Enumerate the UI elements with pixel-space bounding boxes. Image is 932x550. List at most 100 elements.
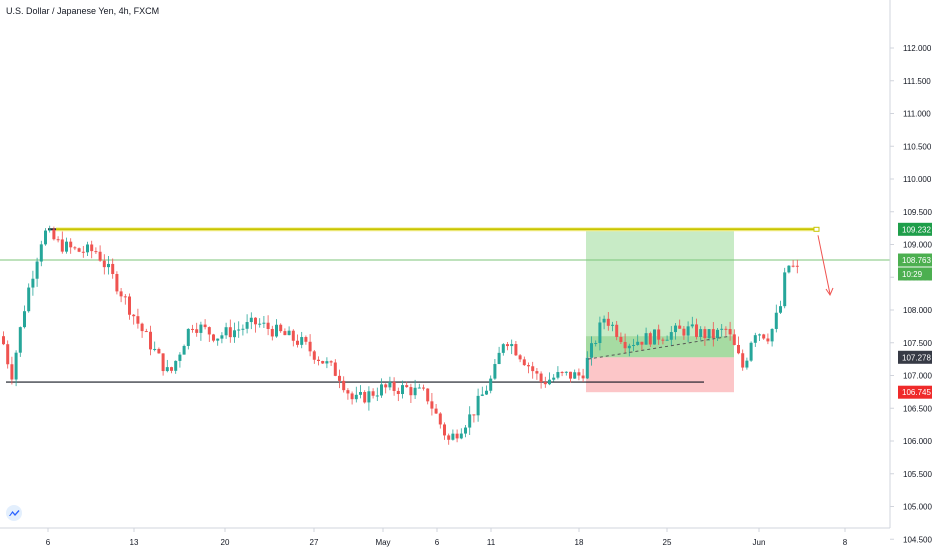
candle-body — [674, 325, 677, 333]
candle — [745, 357, 749, 370]
candle-body — [170, 367, 173, 371]
candle-body — [212, 334, 215, 341]
candle — [182, 344, 186, 355]
candle — [699, 326, 703, 341]
candle-body — [39, 244, 43, 262]
candle — [111, 258, 115, 279]
candle — [795, 259, 799, 274]
candle — [245, 314, 249, 334]
candle-body — [640, 341, 644, 345]
candle — [270, 325, 274, 341]
candle — [39, 240, 43, 267]
candle — [203, 319, 207, 330]
candle-body — [472, 414, 476, 416]
candle-body — [514, 344, 518, 356]
candle-body — [363, 391, 367, 403]
price-tag-label: 106.745 — [902, 388, 931, 397]
candle — [661, 337, 665, 345]
candle — [23, 305, 26, 329]
candle-body — [787, 265, 791, 273]
candle — [426, 388, 430, 405]
candle-body — [262, 322, 266, 324]
candle — [497, 346, 501, 365]
candle — [472, 414, 476, 423]
price-tag — [898, 350, 932, 364]
candle-body — [161, 353, 165, 372]
candle — [732, 329, 736, 346]
candle — [279, 323, 283, 333]
candle — [552, 374, 556, 382]
candle — [569, 371, 572, 383]
candle — [770, 328, 774, 347]
candle — [703, 326, 707, 346]
candle — [682, 325, 686, 340]
candle-body — [52, 229, 56, 240]
candle-body — [90, 244, 94, 252]
candle-body — [518, 355, 522, 360]
candle-body — [795, 265, 799, 267]
candle — [224, 322, 228, 339]
candle — [31, 270, 35, 296]
candle-body — [350, 393, 354, 400]
y-tick-label: 107.500 — [903, 339, 932, 348]
candle — [695, 318, 698, 340]
candle — [165, 359, 169, 373]
candle — [640, 341, 644, 352]
candle-body — [791, 265, 795, 267]
candle-body — [27, 287, 31, 312]
candle — [237, 321, 241, 338]
candle-body — [417, 387, 421, 389]
candle-body — [762, 334, 766, 339]
candle — [766, 333, 770, 345]
y-tick-label: 112.000 — [903, 44, 932, 53]
candle-body — [279, 324, 283, 332]
candle — [73, 246, 77, 251]
y-tick-label: 108.000 — [903, 306, 932, 315]
candle — [216, 338, 220, 346]
candle — [254, 317, 257, 333]
candle — [518, 354, 522, 363]
candle-body — [333, 362, 337, 376]
candle — [422, 384, 425, 391]
candle-body — [207, 327, 211, 335]
candle-body — [510, 344, 514, 347]
candle-body — [241, 328, 245, 330]
candle-body — [115, 274, 119, 292]
tradingview-logo-icon[interactable] — [6, 505, 22, 521]
candle — [199, 321, 203, 341]
candle-body — [2, 336, 5, 345]
candle-body — [111, 263, 115, 275]
candle-body — [384, 384, 388, 388]
candle-body — [300, 337, 304, 345]
candle-body — [569, 371, 572, 379]
candle — [686, 321, 690, 343]
candle — [627, 343, 631, 357]
price-tag-label: 10:29 — [902, 270, 923, 279]
price-tag — [898, 222, 932, 236]
candle — [459, 428, 463, 440]
candle-body — [573, 372, 577, 379]
candle-body — [430, 401, 434, 409]
candle — [77, 247, 81, 253]
candle-body — [157, 348, 161, 354]
candle — [233, 322, 236, 343]
candles — [2, 225, 799, 445]
candle-body — [501, 344, 505, 353]
candle-body — [317, 359, 320, 361]
candle-body — [405, 385, 409, 388]
projection-arrow — [817, 235, 831, 295]
candle-body — [338, 375, 341, 381]
candle-body — [657, 329, 661, 340]
candle-body — [18, 327, 22, 353]
candle — [207, 326, 211, 342]
candle — [149, 325, 152, 356]
candle — [153, 341, 157, 352]
candle — [119, 288, 123, 303]
candle — [354, 386, 358, 403]
candle-body — [258, 323, 262, 325]
loss-zone — [586, 357, 734, 393]
candle-body — [703, 329, 707, 339]
candle-body — [346, 390, 350, 394]
candle-body — [590, 343, 593, 358]
